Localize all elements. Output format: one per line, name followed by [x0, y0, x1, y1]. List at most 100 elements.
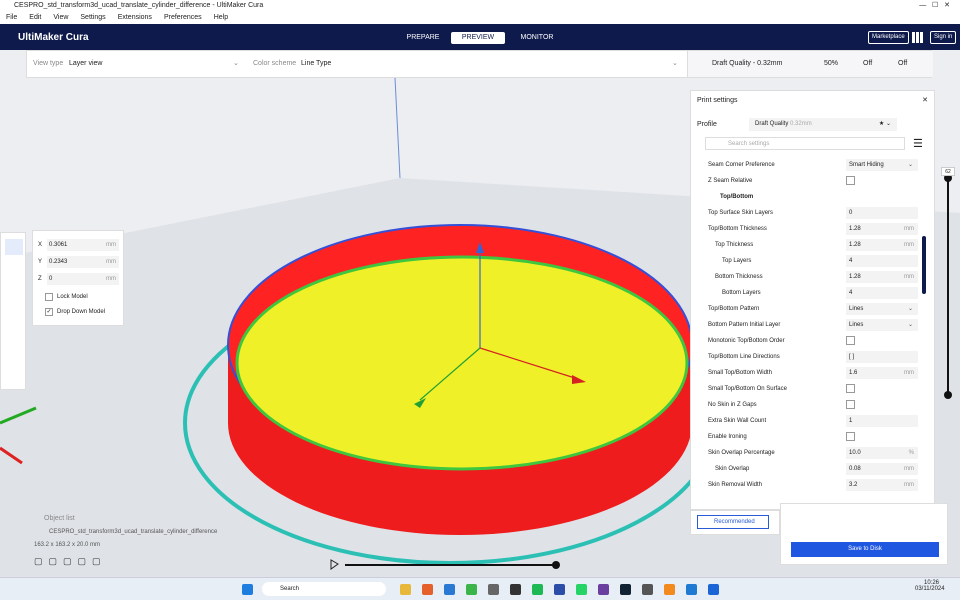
sign-in-button[interactable]: Sign in — [930, 31, 957, 44]
setting-label: Top/Bottom Pattern — [708, 306, 760, 312]
setting-label: Monotonic Top/Bottom Order — [708, 338, 785, 344]
print-setup[interactable]: Draft Quality - 0.32mm 50% Off Off — [687, 51, 933, 77]
checkbox[interactable] — [846, 336, 855, 345]
save-button[interactable]: Save to Disk — [791, 542, 939, 557]
play-button[interactable] — [330, 559, 339, 570]
app-icon[interactable] — [598, 584, 609, 595]
search-box[interactable]: Search — [262, 582, 386, 596]
app-icon[interactable] — [554, 584, 565, 595]
setting-row: Skin Removal Width 3.2 mm — [691, 477, 921, 493]
setting-field[interactable]: 1.28 mm — [846, 223, 918, 235]
app-icon[interactable] — [400, 584, 411, 595]
app-icon[interactable] — [488, 584, 499, 595]
setting-value: 10.0 — [849, 450, 861, 456]
quality: Draft Quality - 0.32mm — [712, 60, 783, 67]
output-panel: Save to Disk — [780, 503, 948, 565]
window-controls[interactable]: — ☐ ✕ — [919, 2, 950, 9]
app-icon[interactable] — [444, 584, 455, 595]
coord-field[interactable]: 0.2343 mm — [47, 256, 119, 268]
app-icon[interactable] — [620, 584, 631, 595]
tool-bar — [0, 232, 26, 390]
recommended-button[interactable]: Recommended — [697, 515, 769, 529]
setting-value: Lines — [849, 306, 864, 312]
app-icon[interactable] — [664, 584, 675, 595]
object-size: 163.2 x 163.2 x 20.0 mm — [34, 542, 101, 548]
setting-field[interactable]: 0.08 mm — [846, 463, 918, 475]
checkbox[interactable] — [45, 293, 53, 301]
app-icon[interactable] — [422, 584, 433, 595]
setting-field[interactable]: 4 — [846, 287, 918, 299]
tab-active[interactable]: PREVIEW — [451, 32, 505, 44]
app-icon[interactable] — [708, 584, 719, 595]
setting-field[interactable]: Lines ⌄ — [846, 303, 918, 315]
setting-row: Small Top/Bottom Width 1.6 mm — [691, 365, 921, 381]
setting-field[interactable]: 10.0% — [846, 447, 918, 459]
app-icon[interactable] — [510, 584, 521, 595]
slider-handle[interactable] — [944, 174, 952, 182]
slider-handle[interactable] — [944, 391, 952, 399]
object-list-title[interactable]: Object list — [44, 515, 75, 522]
coord-field[interactable]: 0 mm — [47, 273, 119, 285]
setting-field[interactable]: Smart Hiding ⌄ — [846, 159, 918, 171]
menu-item[interactable]: View — [53, 14, 69, 21]
setting-field[interactable]: 1.28 mm — [846, 239, 918, 251]
view-type[interactable]: Layer view — [69, 60, 103, 67]
coord-label: Z — [38, 276, 42, 282]
menu-item[interactable]: Edit — [29, 14, 42, 21]
arrow — [476, 242, 484, 253]
setting-field[interactable]: 1 — [846, 415, 918, 427]
checkbox[interactable] — [846, 176, 855, 185]
setting-field[interactable]: 1.6 mm — [846, 367, 918, 379]
app-icon[interactable] — [642, 584, 653, 595]
setting-label: Top/Bottom Thickness — [708, 226, 767, 232]
menu-icon[interactable]: ☰ — [913, 138, 923, 150]
setting-row: Seam Corner Preference Smart Hiding ⌄ — [691, 157, 921, 173]
setting-unit: mm — [904, 226, 914, 232]
view-buttons[interactable]: ▢▢▢▢▢ — [34, 556, 107, 566]
setting-field[interactable]: Lines ⌄ — [846, 319, 918, 331]
setting-unit: % — [908, 450, 914, 456]
setting-value: Smart Hiding — [849, 162, 884, 168]
menu-item[interactable]: Help — [213, 14, 229, 21]
setting-row: Monotonic Top/Bottom Order — [691, 333, 921, 349]
checkbox[interactable] — [846, 400, 855, 409]
scrollbar[interactable] — [922, 236, 926, 294]
menu-item[interactable]: File — [6, 14, 18, 21]
app-icon[interactable] — [576, 584, 587, 595]
apps-icon[interactable] — [912, 32, 923, 43]
marketplace-button[interactable]: Marketplace — [868, 31, 909, 44]
checkbox[interactable] — [846, 384, 855, 393]
app-icon[interactable] — [686, 584, 697, 595]
checkbox[interactable] — [846, 432, 855, 441]
slider-handle[interactable] — [552, 561, 560, 569]
setting-value: 4 — [849, 258, 853, 264]
setting-unit: mm — [904, 370, 914, 376]
setting-field[interactable]: 4 — [846, 255, 918, 267]
profile-detail: 0.32mm — [790, 121, 812, 127]
color-scheme[interactable]: Line Type — [301, 60, 332, 67]
setting-row: Bottom Layers 4 — [691, 285, 921, 301]
close-button[interactable]: ✕ — [922, 97, 928, 104]
profile-select[interactable]: Draft Quality 0.32mm ★ ⌄ — [749, 118, 897, 131]
lock-label: Lock Model — [57, 294, 88, 300]
app-icon[interactable] — [466, 584, 477, 595]
tab[interactable]: PREPARE — [406, 34, 440, 41]
menu-item[interactable]: Preferences — [163, 14, 202, 21]
search-box[interactable]: Search settings — [705, 137, 905, 150]
setting-value: 0 — [849, 210, 853, 216]
app-icon[interactable] — [532, 584, 543, 595]
coord-field[interactable]: 0.3061 mm — [47, 239, 119, 251]
section-header[interactable]: Top/Bottom — [708, 189, 918, 205]
setting-label: Small Top/Bottom On Surface — [708, 386, 787, 392]
checkbox-checked[interactable]: ✓ — [45, 308, 53, 316]
menu-item[interactable]: Extensions — [117, 14, 152, 21]
setting-field[interactable]: 1.28 mm — [846, 271, 918, 283]
move-tool[interactable] — [5, 239, 23, 255]
setting-field[interactable]: [ ] — [846, 351, 918, 363]
setting-value: 1.6 — [849, 370, 858, 376]
setting-field[interactable]: 0 — [846, 207, 918, 219]
setting-field[interactable]: 3.2 mm — [846, 479, 918, 491]
start-button[interactable] — [242, 584, 253, 595]
menu-item[interactable]: Settings — [80, 14, 106, 21]
tab[interactable]: MONITOR — [520, 34, 554, 41]
